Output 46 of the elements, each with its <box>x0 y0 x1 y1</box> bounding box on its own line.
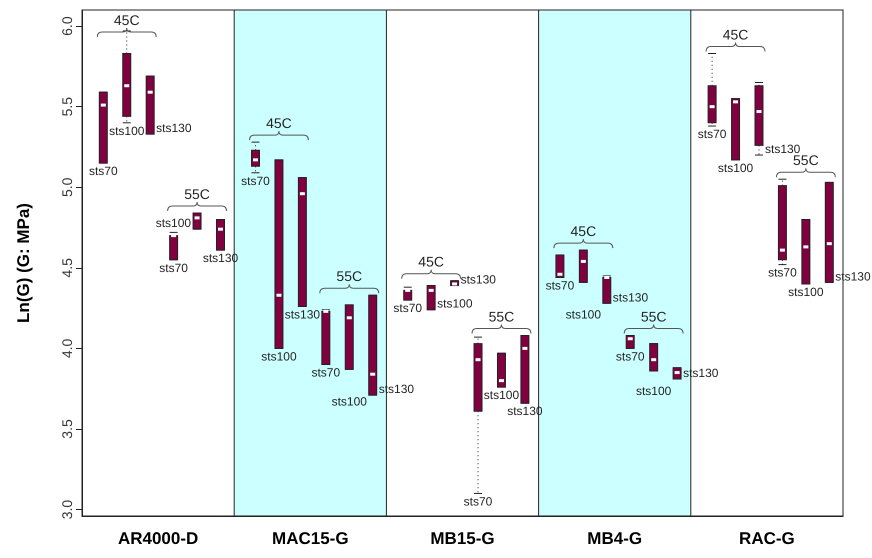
text: sts70 <box>464 494 492 508</box>
x-tick-label: MAC15-G <box>272 529 349 548</box>
y-tick-label: 3.5 <box>59 419 75 439</box>
text: sts100 <box>636 384 672 398</box>
y-tick-label: 6.0 <box>59 16 75 36</box>
annotation: 45C <box>418 254 444 270</box>
text: sts70 <box>241 174 270 188</box>
text: sts100 <box>332 394 367 408</box>
annotation: 55C <box>184 186 210 202</box>
y-axis-title: Ln(G) (G: MPa) <box>14 203 33 323</box>
text: sts70 <box>768 266 797 280</box>
text: sts100 <box>566 307 602 322</box>
annotation: 55C <box>640 308 667 325</box>
text: sts130 <box>612 290 648 304</box>
series-label: sts100 <box>156 216 192 230</box>
x-tick-label: MB4-G <box>587 529 642 548</box>
text: sts100 <box>788 284 824 299</box>
series-label: sts70 <box>159 260 188 275</box>
text: sts130 <box>460 272 496 287</box>
series-label: sts70 <box>88 164 118 178</box>
y-tick-label: 4.0 <box>59 338 75 358</box>
text: sts130 <box>284 308 320 322</box>
x-tick-label: MB15-G <box>430 529 495 548</box>
text: sts100 <box>109 124 144 138</box>
y-tick-label: 5.0 <box>59 177 75 197</box>
text: sts70 <box>393 301 422 316</box>
series-label: sts100 <box>437 296 473 311</box>
annotation: 45C <box>570 223 596 240</box>
text: sts70 <box>546 278 574 293</box>
text: sts100 <box>718 160 754 175</box>
text: sts100 <box>261 349 297 364</box>
text: sts70 <box>698 127 726 142</box>
y-tick-label: 3.0 <box>59 500 75 520</box>
annotation: 55C <box>488 308 514 325</box>
text: sts100 <box>484 388 520 402</box>
text: sts70 <box>311 366 340 380</box>
y-tick-label: 5.5 <box>59 96 75 116</box>
annotation: 45C <box>722 26 748 43</box>
x-tick-label: AR4000-D <box>118 529 198 548</box>
y-tick-label: 4.5 <box>59 258 75 278</box>
x-tick-label: RAC-G <box>739 529 795 548</box>
annotation: 45C <box>114 12 140 28</box>
series-label: sts130 <box>156 121 192 136</box>
annotation: 45C <box>266 115 292 132</box>
text: sts70 <box>616 349 645 364</box>
annotation: 55C <box>336 268 362 284</box>
